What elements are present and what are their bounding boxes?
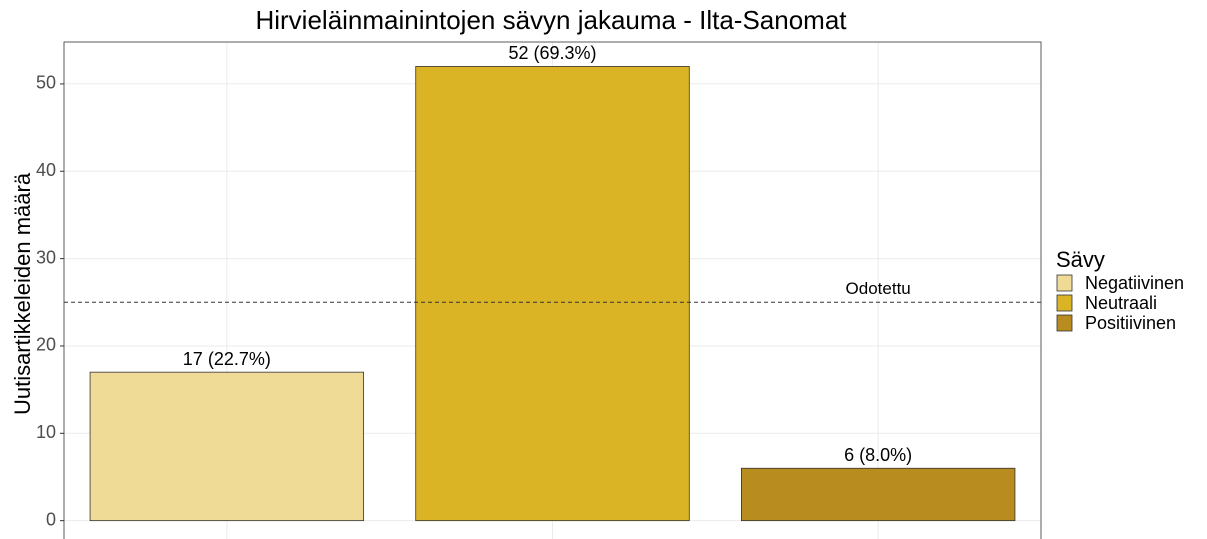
legend-label: Negatiivinen [1085,273,1184,293]
data-label: 52 (69.3%) [508,43,596,63]
chart-title: Hirvieläinmainintojen sävyn jakauma - Il… [255,5,847,35]
legend-key [1056,274,1073,292]
legend-key [1056,294,1073,312]
y-tick-label: 10 [36,422,56,442]
bar [740,467,1016,522]
y-tick-label: 40 [36,160,56,180]
bar [415,66,690,522]
legend-title: Sävy [1056,247,1105,272]
reference-label: Odotettu [846,279,911,298]
data-label: 6 (8.0%) [844,445,912,465]
y-axis-label: Uutisartikkeleiden määrä [10,172,35,415]
y-tick-label: 20 [36,335,56,355]
panel-border [63,41,1042,539]
legend-label: Neutraali [1085,293,1157,313]
legend-label: Positiivinen [1085,313,1176,333]
y-tick-label: 30 [36,247,56,267]
legend-key [1056,314,1073,332]
y-tick-label: 0 [46,509,56,529]
bar [89,371,365,522]
data-label: 17 (22.7%) [183,349,271,369]
y-tick-label: 50 [36,73,56,93]
